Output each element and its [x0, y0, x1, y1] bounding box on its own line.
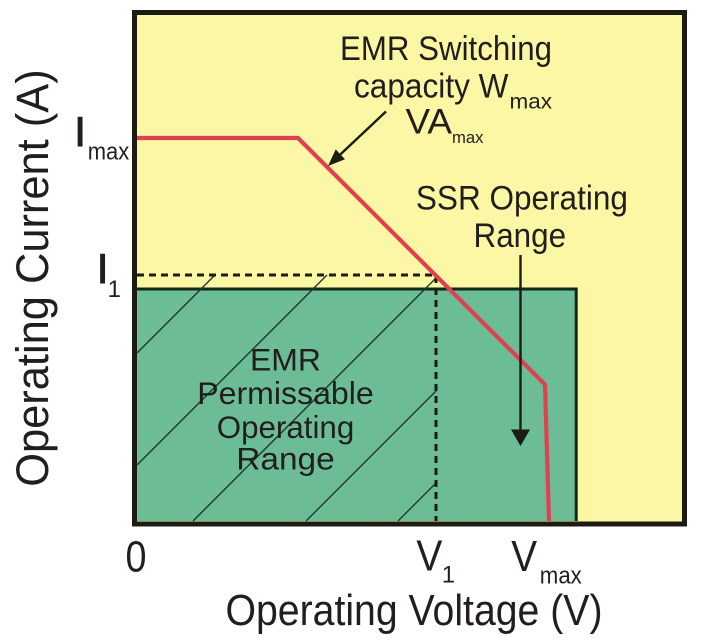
svg-text:V: V	[416, 532, 443, 581]
svg-text:EMR: EMR	[250, 343, 321, 378]
svg-text:V: V	[511, 532, 537, 581]
svg-text:Operating Current (A): Operating Current (A)	[7, 69, 58, 487]
svg-text:1: 1	[442, 562, 455, 589]
svg-text:Operating Voltage (V): Operating Voltage (V)	[226, 586, 603, 635]
svg-text:1: 1	[108, 276, 121, 303]
svg-text:EMR Switching: EMR Switching	[340, 30, 552, 68]
svg-text:SSR Operating: SSR Operating	[416, 180, 628, 218]
svg-text:0: 0	[126, 533, 147, 582]
svg-text:Range: Range	[236, 442, 335, 477]
svg-text:max: max	[540, 562, 582, 589]
svg-text:max: max	[452, 128, 484, 147]
svg-text:capacity W: capacity W	[354, 68, 509, 106]
svg-text:Range: Range	[474, 217, 567, 255]
svg-text:Operating: Operating	[217, 410, 355, 445]
svg-text:Permissable: Permissable	[197, 376, 374, 411]
svg-text:max: max	[510, 91, 553, 114]
svg-text:max: max	[88, 138, 130, 165]
svg-text:I: I	[74, 108, 86, 155]
svg-text:I: I	[97, 245, 109, 292]
svg-text:VA: VA	[406, 102, 453, 142]
